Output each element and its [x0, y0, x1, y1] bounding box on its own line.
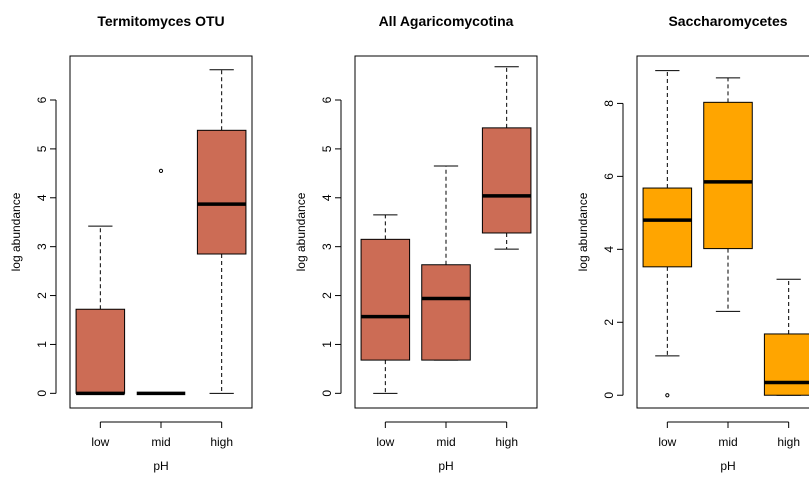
- y-tick-label: 4: [602, 246, 616, 253]
- y-tick-label: 0: [320, 390, 334, 397]
- box-low: [642, 187, 693, 268]
- x-tick-label: mid: [151, 435, 170, 449]
- y-axis-label: log abundance: [576, 192, 590, 271]
- y-tick-label: 1: [320, 341, 334, 348]
- outlier-point: [665, 393, 670, 398]
- y-tick-label: 2: [320, 292, 334, 299]
- y-tick-label: 2: [35, 292, 49, 299]
- outlier-point: [158, 168, 164, 173]
- y-tick-label: 4: [320, 194, 334, 201]
- box-high: [196, 129, 247, 255]
- x-axis-label: pH: [720, 459, 735, 473]
- y-tick-label: 8: [602, 100, 616, 107]
- box-low: [75, 308, 126, 394]
- box-high: [481, 127, 532, 234]
- y-tick-label: 3: [35, 243, 49, 250]
- y-tick-label: 5: [35, 145, 49, 152]
- x-tick-label: low: [376, 435, 394, 449]
- box-high: [763, 333, 809, 396]
- box-mid: [703, 101, 753, 250]
- y-tick-label: 6: [35, 96, 49, 103]
- y-tick-label: 5: [320, 145, 334, 152]
- x-tick-label: high: [495, 435, 518, 449]
- x-tick-label: mid: [718, 435, 737, 449]
- x-tick-label: low: [658, 435, 676, 449]
- y-tick-label: 0: [602, 392, 616, 399]
- y-axis-label: log abundance: [294, 192, 308, 271]
- x-tick-label: high: [210, 435, 233, 449]
- box-low: [360, 238, 411, 361]
- y-axis-label: log abundance: [9, 192, 23, 271]
- x-axis-label: pH: [438, 459, 453, 473]
- x-tick-label: low: [91, 435, 109, 449]
- x-tick-label: high: [777, 435, 800, 449]
- plot-frame: [69, 55, 253, 409]
- y-tick-label: 6: [602, 173, 616, 180]
- y-tick-label: 2: [602, 319, 616, 326]
- y-tick-label: 6: [320, 96, 334, 103]
- x-axis-label: pH: [153, 459, 168, 473]
- y-tick-label: 3: [320, 243, 334, 250]
- chart-title: Saccharomycetes: [668, 13, 787, 29]
- plot-frame: [636, 55, 809, 409]
- x-tick-label: mid: [436, 435, 455, 449]
- plot-frame: [354, 55, 538, 409]
- y-tick-label: 4: [35, 194, 49, 201]
- box-mid: [421, 264, 471, 361]
- chart-title: Termitomyces OTU: [97, 13, 224, 29]
- y-tick-label: 1: [35, 341, 49, 348]
- y-tick-label: 0: [35, 390, 49, 397]
- chart-title: All Agaricomycotina: [379, 13, 514, 29]
